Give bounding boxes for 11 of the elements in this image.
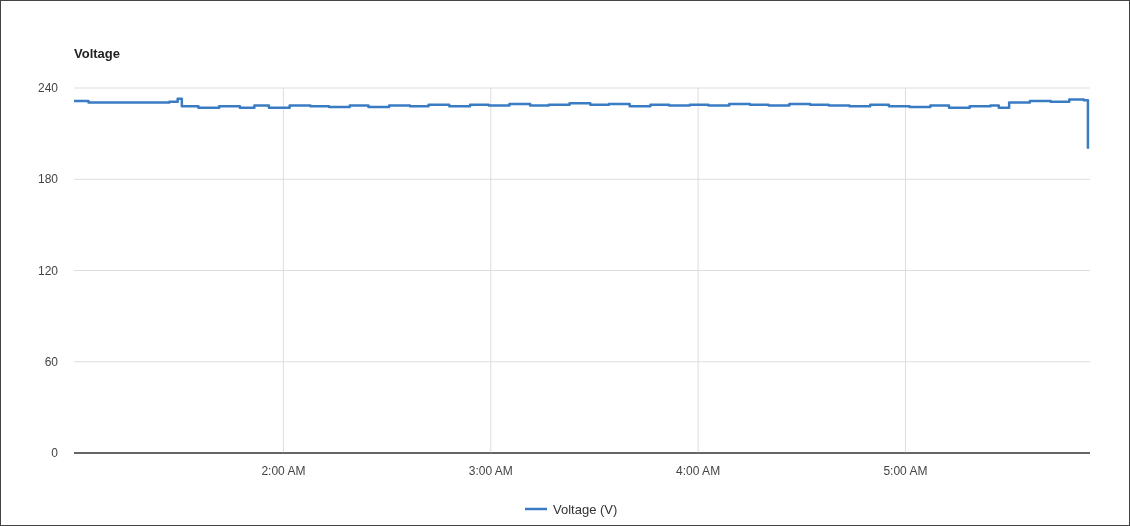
x-tick-label: 4:00 AM (676, 464, 721, 478)
y-tick-label: 120 (37, 263, 59, 278)
x-tick-label: 5:00 AM (883, 464, 928, 478)
y-tick-label: 180 (37, 172, 59, 187)
y-tick-label: 240 (37, 81, 59, 96)
x-tick-label: 2:00 AM (261, 464, 306, 478)
legend-label: Voltage (V) (553, 501, 618, 517)
y-tick-label: 0 (51, 446, 59, 461)
y-axis-title: Voltage (74, 46, 120, 61)
y-tick-label: 60 (44, 354, 59, 369)
x-tick-label: 3:00 AM (468, 464, 513, 478)
